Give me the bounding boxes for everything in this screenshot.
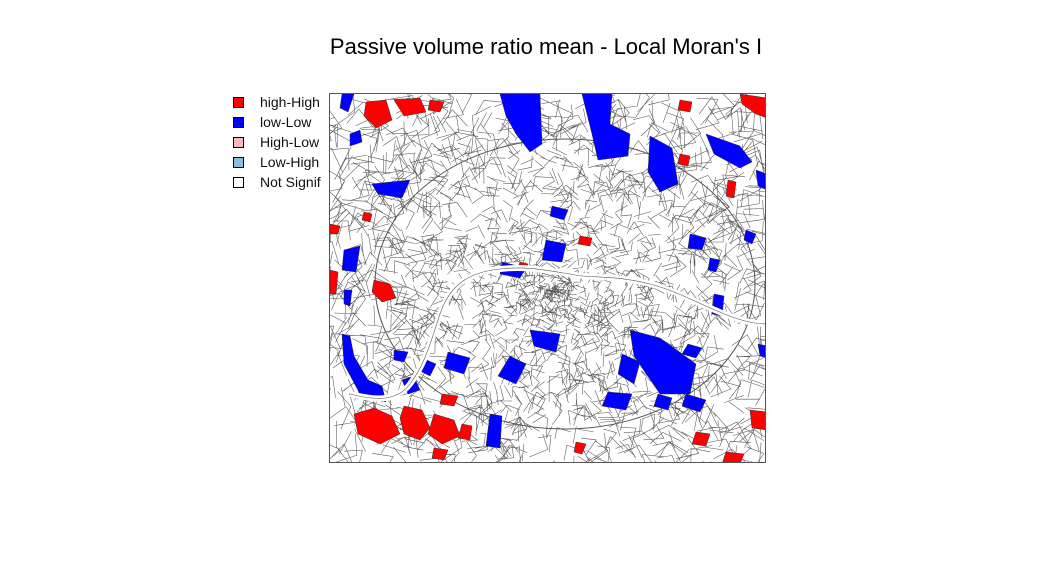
high-high-polygon xyxy=(353,407,401,445)
low-low-polygon xyxy=(497,355,527,385)
low-low-polygon xyxy=(499,94,543,153)
high-high-polygon xyxy=(363,99,393,129)
paris-choropleth-map xyxy=(330,94,765,462)
high-high-polygon xyxy=(749,409,765,430)
legend: high-High low-Low High-Low Low-High Not … xyxy=(233,92,354,192)
low-low-polygon xyxy=(371,179,411,199)
legend-swatch-low-high xyxy=(233,156,244,168)
high-high-polygon xyxy=(457,423,473,441)
high-high-polygon xyxy=(399,405,431,441)
high-high-polygon xyxy=(577,235,593,247)
low-low-polygon xyxy=(681,343,703,359)
map-title: Passive volume ratio mean - Local Moran'… xyxy=(329,34,763,59)
legend-label-high-low: High-Low xyxy=(260,134,320,150)
low-low-polygon xyxy=(529,329,561,353)
legend-label-high-high: high-High xyxy=(260,94,320,110)
low-low-polygon xyxy=(341,245,361,273)
seine-river xyxy=(349,264,765,402)
low-low-polygon xyxy=(339,94,355,113)
legend-swatch-high-high xyxy=(233,96,244,108)
low-low-polygon xyxy=(705,133,753,169)
high-high-polygon xyxy=(573,441,587,455)
low-low-polygon xyxy=(647,135,679,193)
high-high-polygon xyxy=(739,94,765,118)
river-bank xyxy=(349,267,765,399)
legend-item-low-high: Low-High xyxy=(233,152,354,172)
low-low-polygon xyxy=(341,333,387,403)
low-low-polygon xyxy=(443,351,471,375)
high-high-polygon xyxy=(725,179,737,199)
low-low-polygon xyxy=(653,393,673,411)
high-high-polygon xyxy=(431,447,449,461)
legend-item-high-high: high-High xyxy=(233,92,354,112)
low-low-polygon xyxy=(349,129,363,147)
high-high-polygon xyxy=(330,269,339,295)
legend-item-not-signif: Not Signif xyxy=(233,172,354,192)
low-low-polygon xyxy=(743,229,757,245)
high-high-polygon xyxy=(427,99,445,113)
map-panel xyxy=(329,93,766,463)
high-high-polygon xyxy=(677,153,691,167)
legend-label-not-signif: Not Signif xyxy=(260,174,321,190)
high-high-polygon xyxy=(371,279,397,303)
low-low-polygon xyxy=(393,349,409,363)
low-low-polygon xyxy=(581,94,631,161)
low-low-polygon xyxy=(617,353,641,385)
high-high-polygon xyxy=(393,97,427,117)
legend-item-low-low: low-Low xyxy=(233,112,354,132)
low-low-polygon xyxy=(755,169,765,190)
low-low-polygon xyxy=(681,393,707,413)
low-low-polygon xyxy=(541,239,567,263)
high-high-polygon xyxy=(439,393,459,407)
high-high-polygon xyxy=(677,99,693,113)
high-high-polygon xyxy=(330,223,341,235)
low-low-polygon xyxy=(687,233,707,251)
legend-swatch-low-low xyxy=(233,116,244,128)
legend-label-low-low: low-Low xyxy=(260,114,312,130)
low-low-polygon xyxy=(757,343,765,358)
legend-label-low-high: Low-High xyxy=(260,154,320,170)
high-high-polygon xyxy=(361,211,373,223)
low-low-polygon xyxy=(629,329,697,395)
legend-item-high-low: High-Low xyxy=(233,132,354,152)
low-low-polygon xyxy=(601,391,633,411)
high-high-clusters xyxy=(330,94,765,462)
low-low-polygon xyxy=(485,413,503,449)
legend-swatch-high-low xyxy=(233,136,244,148)
legend-swatch-not-signif xyxy=(233,176,244,188)
high-high-polygon xyxy=(427,413,461,445)
low-low-polygon xyxy=(549,205,569,221)
low-low-polygon xyxy=(343,289,353,307)
high-high-polygon xyxy=(722,451,745,462)
high-high-polygon xyxy=(691,431,711,447)
low-low-polygon xyxy=(707,257,721,273)
